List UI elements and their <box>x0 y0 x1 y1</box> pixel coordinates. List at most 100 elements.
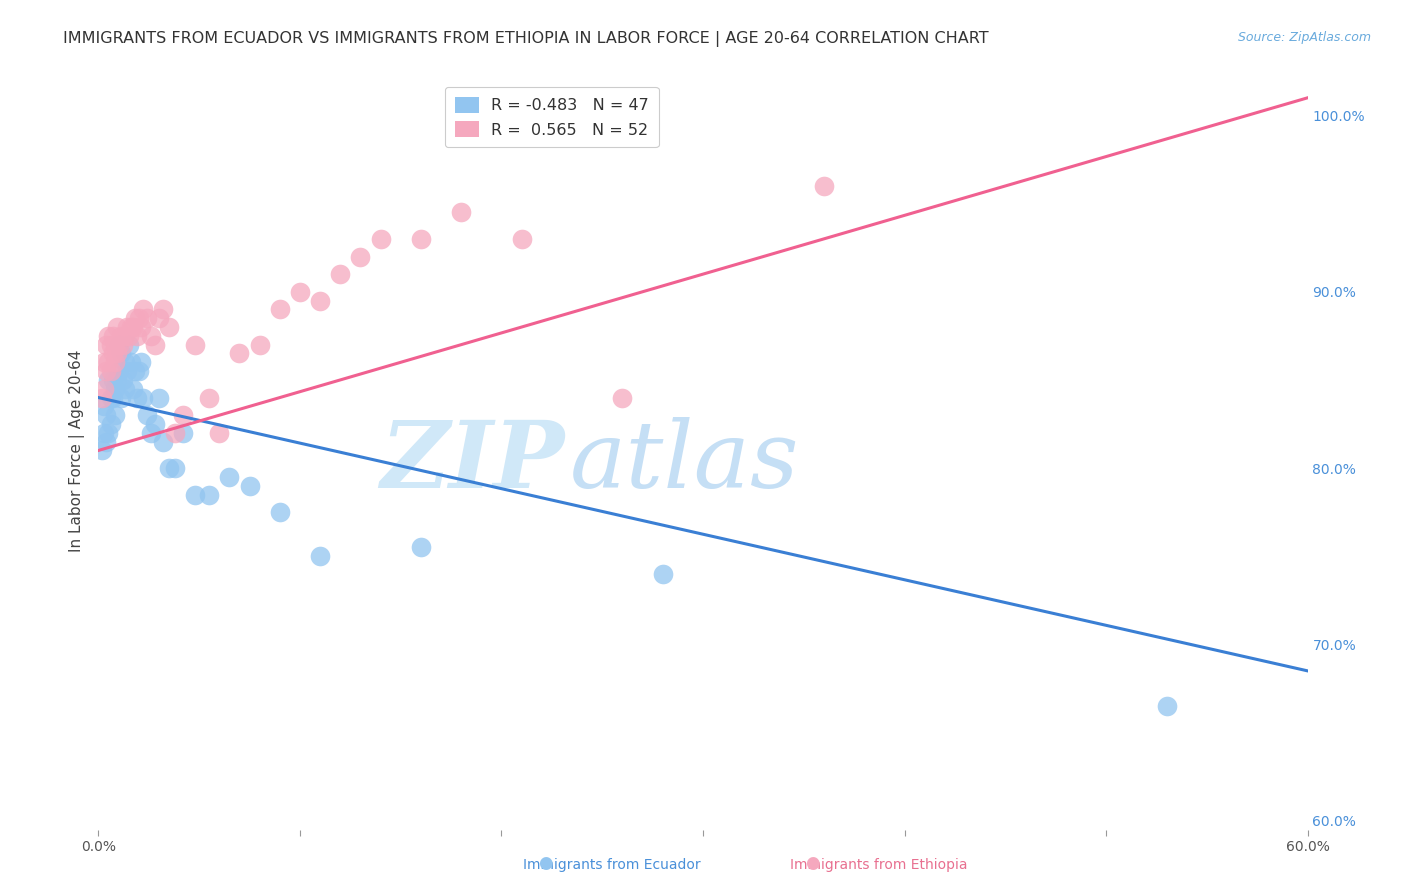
Point <box>107 337 129 351</box>
Point <box>115 320 138 334</box>
Point <box>120 320 142 334</box>
Point <box>125 329 148 343</box>
Text: Immigrants from Ecuador: Immigrants from Ecuador <box>523 858 700 872</box>
Point <box>152 302 174 317</box>
Point <box>172 425 194 440</box>
Point <box>198 487 221 501</box>
Point <box>651 566 673 581</box>
Point <box>115 364 138 378</box>
Point <box>103 337 125 351</box>
Point <box>249 337 271 351</box>
Point <box>129 355 152 369</box>
Point <box>198 391 221 405</box>
Point <box>101 329 124 343</box>
Point <box>103 355 125 369</box>
Point <box>114 329 136 343</box>
Point <box>370 232 392 246</box>
Point <box>148 391 170 405</box>
Point <box>329 267 352 281</box>
Point <box>132 302 155 317</box>
Point <box>121 382 143 396</box>
Point <box>105 373 128 387</box>
Point <box>184 337 207 351</box>
Point <box>218 470 240 484</box>
Point <box>813 178 835 193</box>
Point <box>157 461 180 475</box>
Point <box>1156 699 1178 714</box>
Point <box>269 505 291 519</box>
Point <box>100 337 122 351</box>
Point <box>105 320 128 334</box>
Legend: R = -0.483   N = 47, R =  0.565   N = 52: R = -0.483 N = 47, R = 0.565 N = 52 <box>444 87 658 147</box>
Point <box>96 337 118 351</box>
Point <box>124 364 146 378</box>
Point <box>97 329 120 343</box>
Point <box>100 364 122 378</box>
Point <box>172 408 194 422</box>
Point <box>132 391 155 405</box>
Point <box>184 487 207 501</box>
Text: ●: ● <box>538 855 553 872</box>
Point <box>103 408 125 422</box>
Point <box>450 205 472 219</box>
Point <box>107 364 129 378</box>
Point <box>97 355 120 369</box>
Point <box>121 320 143 334</box>
Point <box>93 425 115 440</box>
Point <box>110 329 132 343</box>
Point <box>309 293 332 308</box>
Point <box>135 311 157 326</box>
Point <box>93 400 115 414</box>
Point <box>510 232 533 246</box>
Point <box>239 479 262 493</box>
Point <box>143 337 166 351</box>
Point <box>208 425 231 440</box>
Point <box>288 285 311 299</box>
Point <box>100 391 122 405</box>
Point <box>129 320 152 334</box>
Text: atlas: atlas <box>569 417 800 507</box>
Point <box>135 408 157 422</box>
Point <box>125 391 148 405</box>
Point <box>100 417 122 431</box>
Point <box>124 311 146 326</box>
Point <box>101 346 124 360</box>
Point <box>309 549 332 564</box>
Point <box>103 382 125 396</box>
Point <box>91 443 114 458</box>
Point <box>120 355 142 369</box>
Point <box>107 337 129 351</box>
Point <box>118 337 141 351</box>
Point <box>139 425 162 440</box>
Point <box>143 417 166 431</box>
Point <box>128 311 150 326</box>
Point <box>128 364 150 378</box>
Point <box>114 355 136 369</box>
Point <box>110 391 132 405</box>
Point <box>409 541 432 555</box>
Point <box>228 346 250 360</box>
Point <box>163 425 186 440</box>
Point <box>111 337 134 351</box>
Point <box>96 408 118 422</box>
Text: Source: ZipAtlas.com: Source: ZipAtlas.com <box>1237 31 1371 45</box>
Point <box>139 329 162 343</box>
Point <box>269 302 291 317</box>
Point <box>118 329 141 343</box>
Point <box>152 434 174 449</box>
Text: ●: ● <box>806 855 820 872</box>
Text: ZIP: ZIP <box>380 417 564 507</box>
Point <box>93 382 115 396</box>
Point <box>101 373 124 387</box>
Text: IMMIGRANTS FROM ECUADOR VS IMMIGRANTS FROM ETHIOPIA IN LABOR FORCE | AGE 20-64 C: IMMIGRANTS FROM ECUADOR VS IMMIGRANTS FR… <box>63 31 988 47</box>
Point <box>97 373 120 387</box>
Point <box>148 311 170 326</box>
Point <box>114 382 136 396</box>
Text: Immigrants from Ethiopia: Immigrants from Ethiopia <box>790 858 967 872</box>
Y-axis label: In Labor Force | Age 20-64: In Labor Force | Age 20-64 <box>69 350 84 551</box>
Point <box>111 373 134 387</box>
Point <box>110 346 132 360</box>
Point <box>93 355 115 369</box>
Point <box>101 391 124 405</box>
Point <box>96 364 118 378</box>
